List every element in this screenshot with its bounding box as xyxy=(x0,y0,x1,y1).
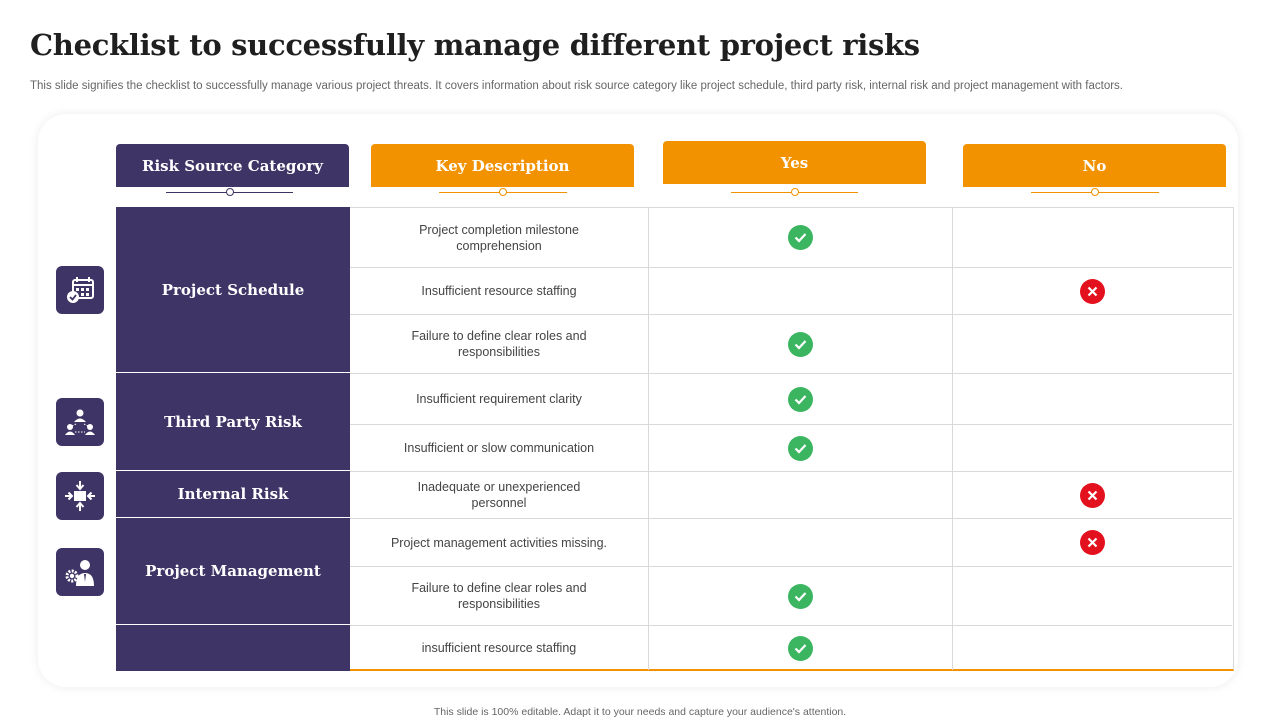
no-cell xyxy=(953,268,1232,314)
row-description: insufficient resource staffing xyxy=(350,626,649,670)
no-cell xyxy=(953,315,1232,373)
category-label: Third Party Risk xyxy=(164,412,302,431)
table-row: Project management activities missing. xyxy=(350,519,1232,567)
header-divider xyxy=(439,188,567,196)
yes-cell xyxy=(649,519,953,566)
yes-cell xyxy=(649,315,953,373)
row-description: Project completion milestone comprehensi… xyxy=(350,208,649,267)
category-empty xyxy=(116,625,350,671)
no-cell xyxy=(953,472,1232,518)
row-description: Failure to define clear roles and respon… xyxy=(350,567,649,625)
table-row: Inadequate or unexperienced personnel xyxy=(350,472,1232,519)
yes-cell xyxy=(649,626,953,670)
table-row: Insufficient or slow communication xyxy=(350,425,1232,472)
manager-gear-icon xyxy=(56,548,104,596)
compress-arrows-icon xyxy=(56,472,104,520)
calendar-icon xyxy=(56,266,104,314)
header-yes: Yes xyxy=(663,141,926,184)
row-description: Project management activities missing. xyxy=(350,519,649,566)
check-icon xyxy=(788,435,813,461)
yes-cell xyxy=(649,374,953,424)
header-key-description: Key Description xyxy=(371,144,634,187)
table-row: Insufficient resource staffing xyxy=(350,268,1232,315)
table-row: Insufficient requirement clarity xyxy=(350,374,1232,425)
slide-subtitle: This slide signifies the checklist to su… xyxy=(30,80,1123,92)
team-network-icon xyxy=(56,398,104,446)
footer-note: This slide is 100% editable. Adapt it to… xyxy=(433,706,847,718)
category-project-management: Project Management xyxy=(116,518,350,625)
category-project-schedule: Project Schedule xyxy=(116,207,350,373)
check-icon xyxy=(788,386,813,412)
check-icon xyxy=(788,635,813,661)
no-cell xyxy=(953,425,1232,471)
table-row: Failure to define clear roles and respon… xyxy=(350,567,1232,626)
header-divider xyxy=(1031,188,1159,196)
no-cell xyxy=(953,626,1232,670)
header-label: Risk Source Category xyxy=(141,156,323,175)
row-description: Inadequate or unexperienced personnel xyxy=(350,472,649,518)
yes-cell xyxy=(649,268,953,314)
yes-cell xyxy=(649,208,953,267)
no-cell xyxy=(953,208,1232,267)
header-divider xyxy=(166,188,293,196)
category-label: Project Schedule xyxy=(161,280,305,299)
header-label: No xyxy=(1082,156,1107,175)
table-row: Project completion milestone comprehensi… xyxy=(350,208,1232,268)
cross-icon xyxy=(1080,482,1105,508)
category-internal-risk: Internal Risk xyxy=(116,471,350,518)
category-label: Project Management xyxy=(145,562,321,580)
category-label: Internal Risk xyxy=(177,485,289,503)
yes-cell xyxy=(649,472,953,518)
checklist-grid: Project completion milestone comprehensi… xyxy=(350,207,1234,671)
category-third-party-risk: Third Party Risk xyxy=(116,373,350,471)
category-column: Project Schedule Third Party Risk Intern… xyxy=(116,207,350,671)
no-cell xyxy=(953,567,1232,625)
yes-cell xyxy=(649,567,953,625)
no-cell xyxy=(953,374,1232,424)
no-cell xyxy=(953,519,1232,566)
header-no: No xyxy=(963,144,1226,187)
row-description: Insufficient requirement clarity xyxy=(350,374,649,424)
row-description: Insufficient resource staffing xyxy=(350,268,649,314)
header-label: Key Description xyxy=(435,156,570,175)
header-divider xyxy=(731,188,858,196)
slide-title: Checklist to successfully manage differe… xyxy=(30,28,920,62)
header-label: Yes xyxy=(780,153,809,172)
cross-icon xyxy=(1080,530,1105,555)
row-description: Failure to define clear roles and respon… xyxy=(350,315,649,373)
row-description: Insufficient or slow communication xyxy=(350,425,649,471)
table-row: Failure to define clear roles and respon… xyxy=(350,315,1232,374)
check-icon xyxy=(788,225,813,250)
yes-cell xyxy=(649,425,953,471)
check-icon xyxy=(788,583,813,609)
check-icon xyxy=(788,331,813,357)
table-row: insufficient resource staffing xyxy=(350,626,1232,670)
header-risk-source-category: Risk Source Category xyxy=(116,144,349,187)
cross-icon xyxy=(1080,278,1105,304)
